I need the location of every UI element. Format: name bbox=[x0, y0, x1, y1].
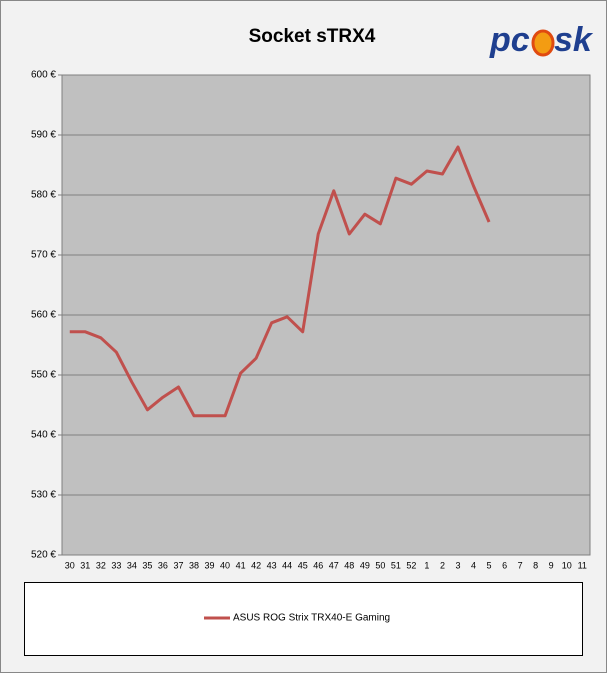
x-tick-label: 47 bbox=[329, 560, 339, 570]
x-tick-label: 35 bbox=[142, 560, 152, 570]
x-tick-label: 8 bbox=[533, 560, 538, 570]
x-tick-label: 33 bbox=[111, 560, 121, 570]
x-tick-label: 42 bbox=[251, 560, 261, 570]
y-tick-label: 520 € bbox=[31, 550, 56, 561]
x-tick-label: 41 bbox=[236, 560, 246, 570]
x-tick-label: 1 bbox=[424, 560, 429, 570]
x-tick-label: 30 bbox=[65, 560, 75, 570]
logo-text: pc bbox=[489, 21, 530, 59]
x-tick-label: 37 bbox=[173, 560, 183, 570]
legend-label: ASUS ROG Strix TRX40-E Gaming bbox=[233, 613, 390, 624]
x-tick-label: 51 bbox=[391, 560, 401, 570]
x-tick-label: 32 bbox=[96, 560, 106, 570]
y-tick-label: 540 € bbox=[31, 430, 56, 441]
legend bbox=[24, 582, 583, 656]
x-tick-label: 46 bbox=[313, 560, 323, 570]
x-tick-label: 44 bbox=[282, 560, 292, 570]
x-tick-label: 40 bbox=[220, 560, 230, 570]
x-tick-label: 38 bbox=[189, 560, 199, 570]
x-tick-label: 39 bbox=[205, 560, 215, 570]
y-tick-label: 600 € bbox=[31, 70, 56, 81]
x-tick-label: 7 bbox=[518, 560, 523, 570]
x-tick-label: 11 bbox=[578, 560, 587, 570]
x-tick-label: 34 bbox=[127, 560, 137, 570]
logo-text: sk bbox=[554, 21, 594, 59]
x-tick-label: 50 bbox=[375, 560, 385, 570]
logo-flame bbox=[531, 29, 555, 57]
x-tick-label: 36 bbox=[158, 560, 168, 570]
x-tick-label: 9 bbox=[549, 560, 554, 570]
y-tick-label: 530 € bbox=[31, 490, 56, 501]
x-tick-label: 10 bbox=[562, 560, 572, 570]
x-tick-label: 6 bbox=[502, 560, 507, 570]
y-tick-label: 550 € bbox=[31, 370, 56, 381]
x-tick-label: 45 bbox=[298, 560, 308, 570]
series-line bbox=[69, 145, 491, 418]
x-tick-label: 31 bbox=[80, 560, 90, 570]
x-tick-label: 4 bbox=[471, 560, 476, 570]
y-tick-label: 580 € bbox=[31, 190, 56, 201]
x-tick-label: 49 bbox=[360, 560, 370, 570]
x-tick-label: 43 bbox=[267, 560, 277, 570]
chart-title: Socket sTRX4 bbox=[249, 26, 376, 47]
y-tick-label: 570 € bbox=[31, 250, 56, 261]
logo: pc sk bbox=[489, 21, 594, 59]
y-tick-label: 560 € bbox=[31, 310, 56, 321]
x-tick-label: 52 bbox=[406, 560, 416, 570]
x-tick-label: 3 bbox=[455, 560, 460, 570]
y-tick-label: 590 € bbox=[31, 130, 56, 141]
x-tick-label: 2 bbox=[440, 560, 445, 570]
x-tick-label: 5 bbox=[487, 560, 492, 570]
x-tick-label: 48 bbox=[344, 560, 354, 570]
